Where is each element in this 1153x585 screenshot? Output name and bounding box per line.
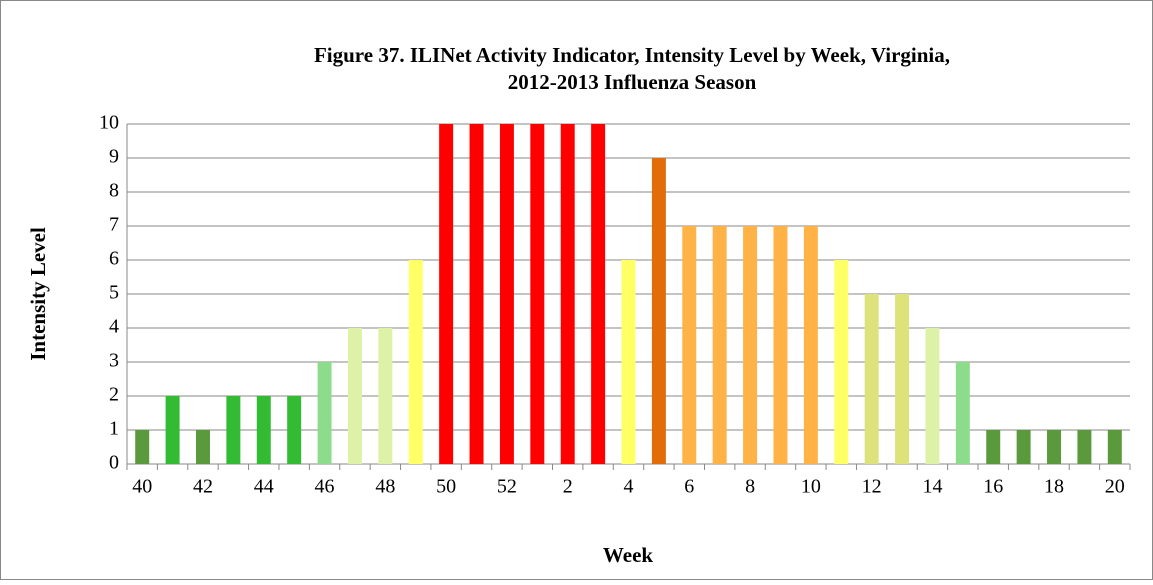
bar [439, 124, 454, 464]
y-tick-label: 6 [109, 248, 119, 270]
bar [1107, 430, 1122, 464]
y-tick-label: 2 [109, 384, 119, 406]
bar [560, 124, 575, 464]
x-tick-label: 50 [436, 476, 456, 498]
x-tick-label: 46 [315, 476, 335, 498]
bar [135, 430, 150, 464]
bar [986, 430, 1001, 464]
x-tick-label: 8 [745, 476, 755, 498]
bar [195, 430, 210, 464]
x-tick-label: 48 [375, 476, 395, 498]
bar [621, 260, 636, 464]
y-tick-label: 9 [109, 146, 119, 168]
y-tick-label: 0 [109, 452, 119, 474]
bar [226, 396, 241, 464]
y-tick-label: 7 [109, 214, 119, 236]
y-axis-label: Intensity Level [26, 227, 50, 361]
bar [651, 158, 666, 464]
y-tick-label: 5 [109, 282, 119, 304]
x-tick-label: 16 [983, 476, 1003, 498]
y-tick-label: 4 [109, 316, 119, 338]
x-tick-label: 14 [922, 476, 942, 498]
bar [955, 362, 970, 464]
y-tick-label: 3 [109, 350, 119, 372]
bar [165, 396, 180, 464]
x-tick-label: 20 [1105, 476, 1125, 498]
bar [287, 396, 302, 464]
bar [408, 260, 423, 464]
bar [743, 226, 758, 464]
x-tick-label: 4 [624, 476, 634, 498]
bar [864, 294, 879, 464]
chart-title: Figure 37. ILINet Activity Indicator, In… [314, 43, 950, 67]
y-tick-label: 10 [99, 112, 119, 134]
x-tick-label: 6 [684, 476, 694, 498]
x-tick-label: 18 [1044, 476, 1064, 498]
bar [803, 226, 818, 464]
bar [682, 226, 697, 464]
bar [317, 362, 332, 464]
bar [834, 260, 849, 464]
bar [712, 226, 727, 464]
bar [1047, 430, 1062, 464]
x-axis-label: Week [603, 543, 653, 567]
bar [530, 124, 545, 464]
bar [1077, 430, 1092, 464]
bar [925, 328, 940, 464]
y-tick-label: 1 [109, 418, 119, 440]
x-tick-label: 2 [563, 476, 573, 498]
bar [256, 396, 271, 464]
bar [469, 124, 484, 464]
x-tick-label: 42 [193, 476, 213, 498]
x-tick-label: 52 [497, 476, 517, 498]
bar [895, 294, 910, 464]
bar [1016, 430, 1031, 464]
chart-title: 2012-2013 Influenza Season [508, 70, 757, 94]
bar [378, 328, 393, 464]
y-tick-label: 8 [109, 180, 119, 202]
x-tick-label: 10 [801, 476, 821, 498]
bar [347, 328, 362, 464]
bar [591, 124, 606, 464]
x-tick-label: 12 [862, 476, 882, 498]
x-tick-label: 40 [132, 476, 152, 498]
bar [773, 226, 788, 464]
x-tick-label: 44 [254, 476, 274, 498]
bar [499, 124, 514, 464]
